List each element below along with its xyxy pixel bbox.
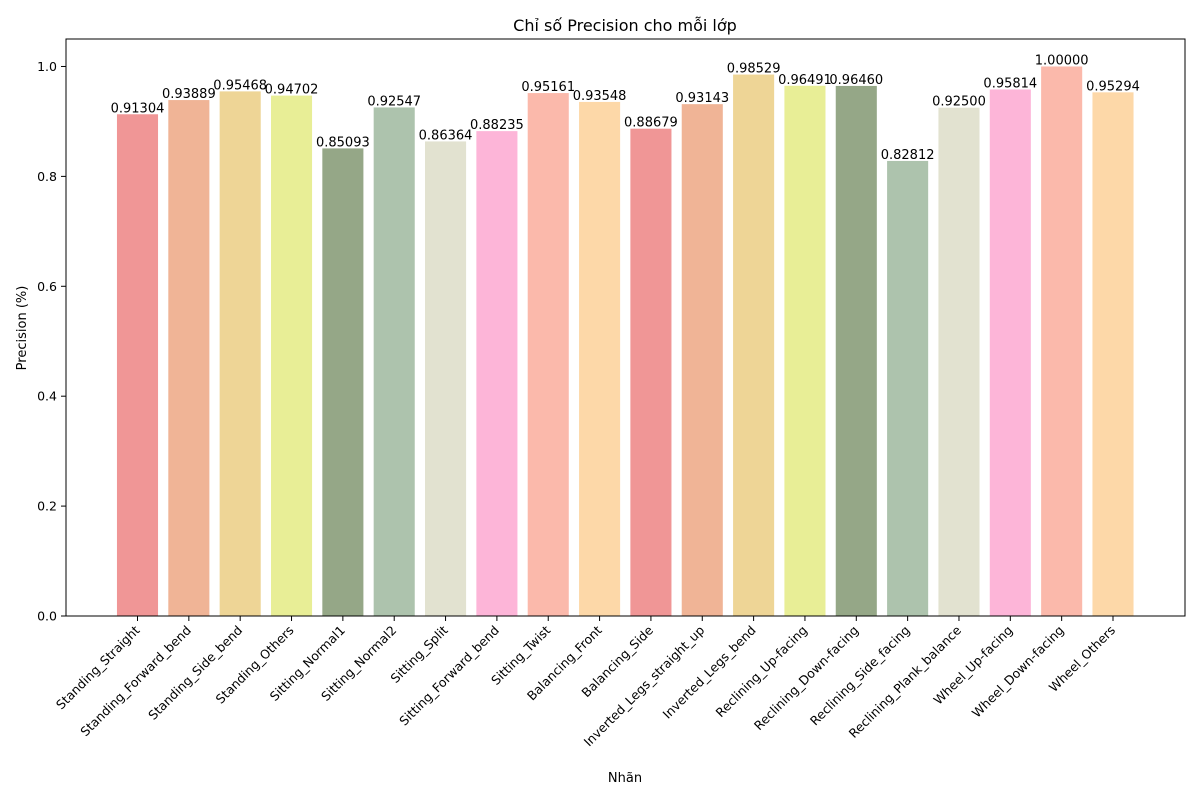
y-axis-label: Precision (%) xyxy=(15,286,30,371)
bar-value-label: 0.88679 xyxy=(624,116,678,131)
bar-value-label: 0.95294 xyxy=(1086,79,1140,94)
bar xyxy=(681,104,723,616)
bar xyxy=(989,89,1031,617)
bar-value-label: 0.92547 xyxy=(367,94,421,109)
bar xyxy=(579,101,621,617)
y-tick-label: 0.8 xyxy=(37,169,57,184)
y-axis: 0.0 0.2 0.4 0.6 0.8 1.0 xyxy=(37,59,66,624)
bar-value-label: 0.95161 xyxy=(521,80,575,95)
y-tick-label: 0.6 xyxy=(37,279,57,294)
x-tick-label: Reclining_Side_facing xyxy=(807,623,913,729)
bar-value-label: 0.98529 xyxy=(727,62,781,77)
bar xyxy=(784,85,826,617)
bar xyxy=(835,85,877,617)
bar xyxy=(270,95,313,616)
bar-value-label: 0.95814 xyxy=(983,76,1037,91)
bar-value-label: 0.96460 xyxy=(829,73,883,88)
bar xyxy=(373,107,415,617)
bar xyxy=(630,128,672,616)
x-tick-label: Sitting_Forward_bend xyxy=(396,623,502,729)
bar xyxy=(425,141,467,617)
y-tick-label: 0.0 xyxy=(37,609,57,624)
bar xyxy=(219,91,261,616)
x-tick-label: Standing_Side_bend xyxy=(145,623,245,723)
x-tick-label: Inverted_Legs_bend xyxy=(660,623,759,722)
x-axis-label: Nhãn xyxy=(608,771,642,786)
y-tick-label: 0.4 xyxy=(37,389,57,404)
bar-value-label: 0.88235 xyxy=(470,118,524,133)
y-tick-label: 0.2 xyxy=(37,499,57,514)
bar-value-label: 0.82812 xyxy=(881,148,935,163)
x-tick-label: Reclining_Up-facing xyxy=(712,623,810,721)
bar-value-label: 0.91304 xyxy=(111,101,165,116)
bar xyxy=(168,100,210,616)
bar-value-label: 0.86364 xyxy=(419,128,473,143)
bar xyxy=(1092,92,1134,616)
bar xyxy=(527,93,569,617)
bar xyxy=(1041,66,1083,616)
bar-value-label: 0.95468 xyxy=(213,78,267,93)
bar xyxy=(476,131,518,616)
bar-value-label: 0.93548 xyxy=(573,89,627,104)
bar-value-label: 0.85093 xyxy=(316,135,370,150)
bar-value-label: 0.96491 xyxy=(778,73,832,88)
x-tick-label: Wheel_Down-facing xyxy=(969,623,1067,721)
plot-frame xyxy=(65,38,1186,617)
y-tick-label: 1.0 xyxy=(37,59,57,74)
bar-value-label: 0.94702 xyxy=(265,83,319,98)
bars-group xyxy=(116,66,1134,617)
chart-title: Chỉ số Precision cho mỗi lớp xyxy=(513,16,737,35)
x-tick-label: Standing_Straight xyxy=(53,622,143,712)
bar-value-label: 0.93889 xyxy=(162,87,216,102)
bar xyxy=(938,107,980,616)
bar xyxy=(733,74,775,616)
bar xyxy=(887,160,929,616)
bar-value-label: 0.92500 xyxy=(932,95,986,110)
bar xyxy=(116,114,159,616)
x-tick-label: Reclining_Down-facing xyxy=(751,623,862,734)
x-axis: Standing_StraightStanding_Forward_bendSt… xyxy=(53,616,1118,749)
bar-value-label: 0.93143 xyxy=(675,91,729,106)
bar-value-label: 1.00000 xyxy=(1035,53,1089,68)
bar xyxy=(322,148,364,616)
